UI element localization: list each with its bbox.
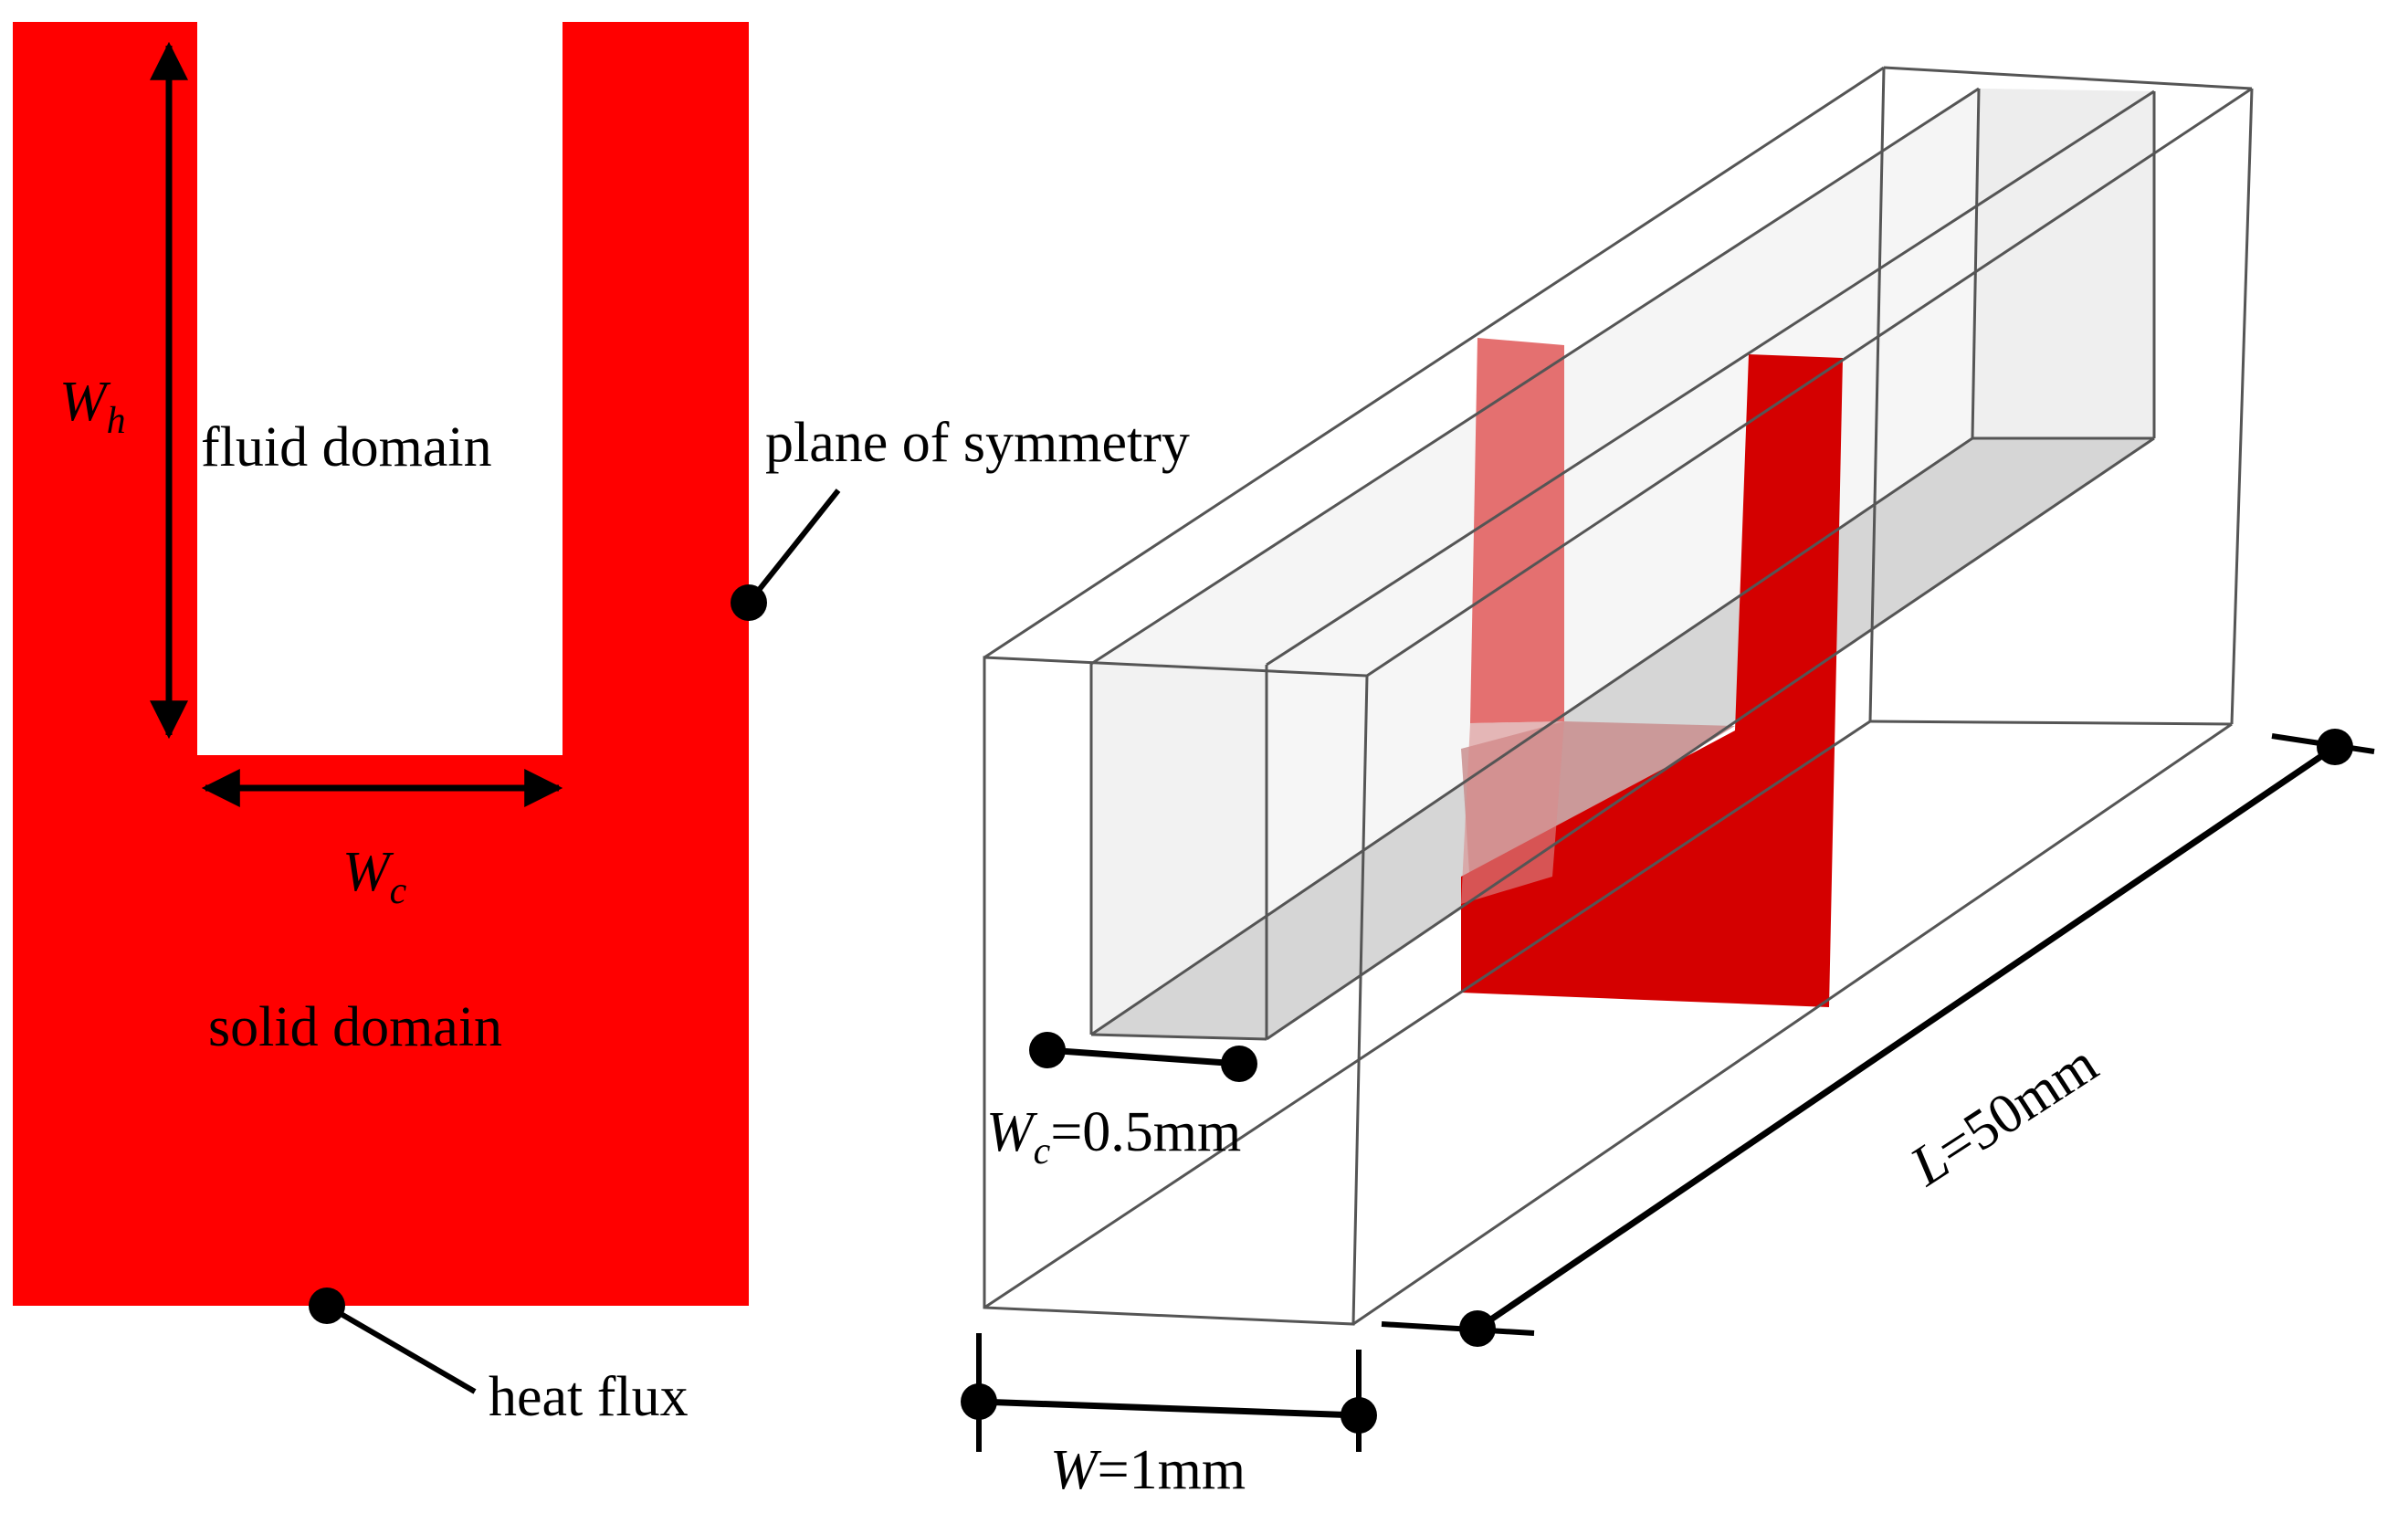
wireframe bbox=[983, 66, 2254, 1326]
symmetry-leader bbox=[746, 489, 841, 604]
total-width-dimension bbox=[978, 1398, 1360, 1419]
solid-domain-label: solid domain bbox=[208, 996, 502, 1058]
total-width-end-left bbox=[961, 1383, 997, 1420]
channel-back-face bbox=[1972, 89, 2154, 438]
height-label: Wh bbox=[59, 371, 126, 442]
heat-flux-leader bbox=[325, 1303, 477, 1394]
length-tick-front bbox=[1381, 1321, 1535, 1336]
length-end-front bbox=[1459, 1310, 1496, 1347]
channel-width-dimension bbox=[1046, 1046, 1240, 1067]
channel-width-end-left bbox=[1029, 1032, 1066, 1068]
channel-width-end-right bbox=[1221, 1046, 1257, 1082]
fluid-domain-label: fluid domain bbox=[201, 416, 492, 478]
channel-width-label: Wc=0.5mm bbox=[986, 1101, 1241, 1172]
heat-flux-label: heat flux bbox=[489, 1366, 689, 1428]
fluid-domain bbox=[197, 22, 563, 755]
total-width-end-right bbox=[1341, 1397, 1377, 1434]
section-upper-light bbox=[1470, 338, 1564, 723]
isometric-channel: Wc=0.5mm W=1mm L=50mm bbox=[961, 66, 2375, 1501]
symmetry-label: plane of symmetry bbox=[765, 412, 1190, 474]
total-width-label: W=1mm bbox=[1050, 1439, 1246, 1501]
width-label: Wc bbox=[342, 841, 407, 912]
cross-section: Wh Wc fluid domain solid domain plane of… bbox=[13, 22, 1190, 1428]
length-end-back bbox=[2317, 729, 2353, 765]
length-dimension bbox=[1476, 744, 2337, 1331]
length-label: L=50mm bbox=[1899, 1033, 2108, 1199]
